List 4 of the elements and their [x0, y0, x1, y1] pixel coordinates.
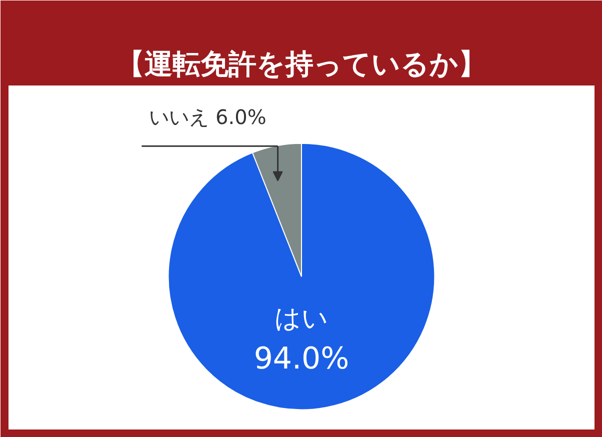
- data-label: 94.0%: [254, 341, 350, 376]
- chart-title: 【運転免許を持っているか】: [116, 48, 486, 80]
- slice-label: はい: [274, 304, 328, 334]
- slice-label: いいえ 6.0%: [149, 104, 266, 129]
